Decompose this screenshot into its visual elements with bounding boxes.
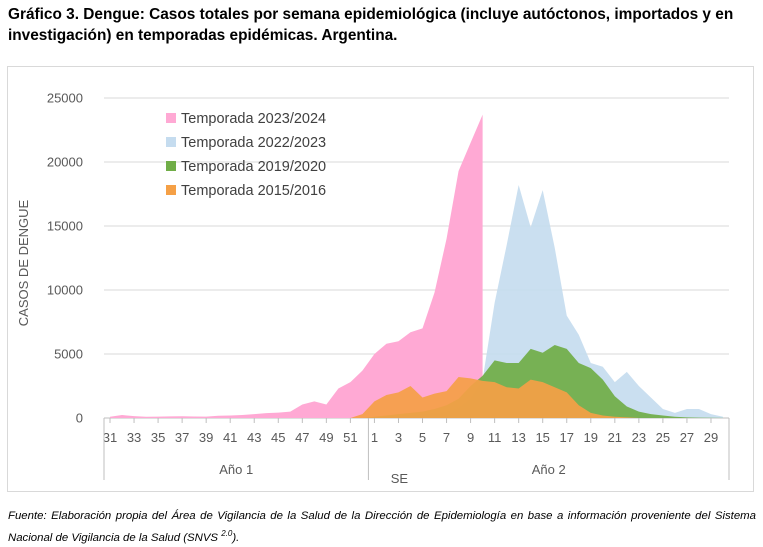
chart-frame: 0 5000 10000 15000 20000 25000 31 33 35 37 39 41 43 4… [7,66,754,492]
legend-swatch [166,161,176,171]
x-tick-label: 13 [511,430,525,445]
group-label-year2: Año 2 [532,462,566,477]
x-tick-label: 11 [488,430,502,445]
x-tick-label: 3 [395,430,402,445]
x-tick-label: 17 [560,430,574,445]
x-tick-label: 9 [467,430,474,445]
source-end: ). [232,531,240,544]
x-tick-label: 45 [271,430,285,445]
x-tick-label: 49 [319,430,333,445]
x-tick-label: 1 [371,430,378,445]
x-tick-label: 21 [608,430,622,445]
y-axis-title: CASOS DE DENGUE [16,199,31,326]
legend-label: Temporada 2019/2020 [181,159,326,175]
legend-swatch [166,137,176,147]
y-tick-label: 25000 [47,91,83,106]
x-tick-label: 51 [343,430,357,445]
y-tick-label: 0 [76,411,83,426]
group-label-year1: Año 1 [219,462,253,477]
x-tick-label: 43 [247,430,261,445]
x-tick-label: 47 [295,430,309,445]
x-tick-label: 7 [443,430,450,445]
x-tick-label: 27 [680,430,694,445]
y-tick-label: 20000 [47,155,83,170]
x-tick-label: 23 [632,430,646,445]
figure-source-note: Fuente: Elaboración propia del Área de V… [8,507,756,547]
x-axis-title: SE [391,471,409,486]
source-text: Fuente: Elaboración propia del Área de V… [8,510,756,544]
series-area-20152016 [110,377,723,418]
x-tick-label: 19 [584,430,598,445]
figure-title: Gráfico 3. Dengue: Casos totales por sem… [8,6,734,44]
x-tick-label: 15 [535,430,549,445]
legend-label: Temporada 2023/2024 [181,111,326,127]
x-tick-label: 5 [419,430,426,445]
x-tick-label: 35 [151,430,165,445]
x-tick-label: 41 [223,430,237,445]
legend-label: Temporada 2022/2023 [181,135,326,151]
legend-label: Temporada 2015/2016 [181,183,326,199]
y-tick-label: 10000 [47,283,83,298]
y-tick-label: 5000 [54,347,83,362]
x-tick-label: 37 [175,430,189,445]
y-tick-label: 15000 [47,219,83,234]
x-tick-label: 31 [103,430,117,445]
x-tick-label: 39 [199,430,213,445]
legend-swatch [166,113,176,123]
x-tick-label: 25 [656,430,670,445]
legend-swatch [166,185,176,195]
x-tick-label: 33 [127,430,141,445]
x-tick-label: 29 [704,430,718,445]
source-version-superscript: 2.0 [221,529,233,538]
series-area-20232024 [110,114,483,418]
